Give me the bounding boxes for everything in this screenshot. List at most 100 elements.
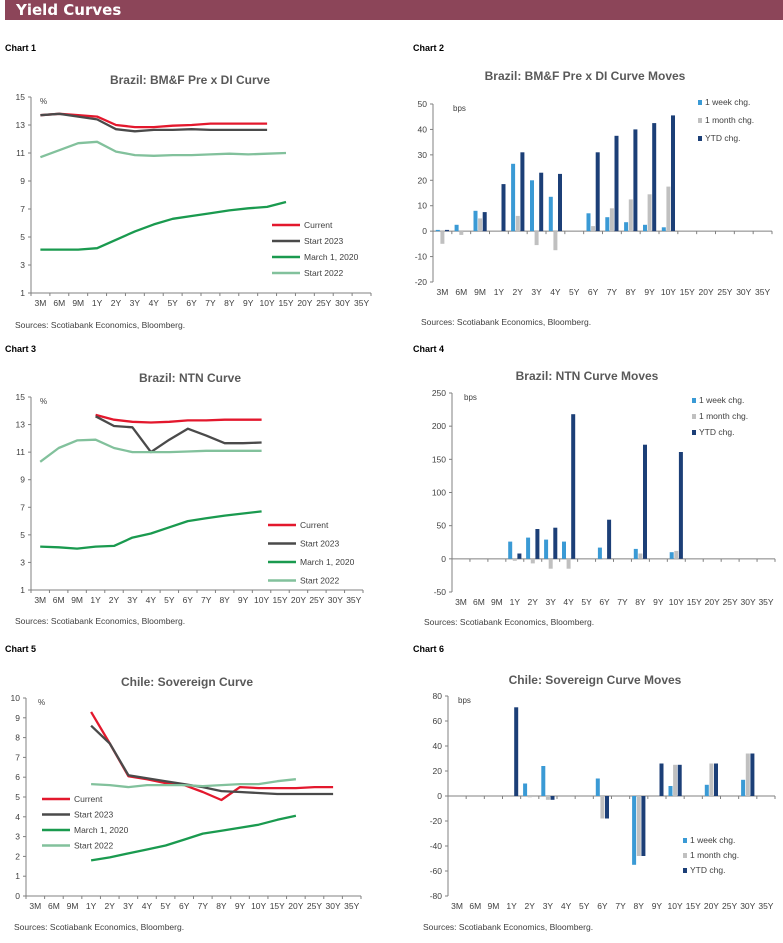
bar-1: [600, 796, 605, 819]
x-tick-label: 8Y: [635, 597, 646, 607]
x-tick-label: 6M: [455, 287, 467, 297]
bar-1: [548, 558, 553, 569]
chart-1: Chart 1 Brazil: BM&F Pre x DI Curve% Sourc…: [5, 43, 372, 330]
legend-swatch: [692, 430, 696, 435]
bar-1: [515, 215, 520, 232]
bar-1: [638, 553, 643, 559]
bar-1: [534, 231, 539, 246]
x-tick-label: 3Y: [545, 597, 556, 607]
x-tick-label: 35Y: [346, 595, 361, 605]
x-tick-label: 9Y: [243, 298, 254, 308]
bar-0: [605, 217, 610, 232]
y-tick-label: -80: [430, 891, 443, 901]
y-tick-label: -50: [434, 587, 447, 597]
chart-label: Chart 4: [413, 344, 444, 354]
x-tick-label: 3M: [29, 901, 41, 911]
chart-label: Chart 6: [413, 644, 444, 654]
y-tick-label: 5: [15, 792, 20, 802]
chart-6: Chart 6 Chile: Sovereign Curve Moves bps So…: [413, 644, 776, 932]
bar-0: [633, 548, 638, 559]
x-tick-label: 4Y: [561, 901, 572, 911]
bar-1: [591, 226, 596, 232]
x-tick-label: 35Y: [354, 298, 369, 308]
x-tick-label: 35Y: [755, 287, 770, 297]
x-tick-label: 9M: [67, 901, 79, 911]
x-tick-label: 2Y: [105, 901, 116, 911]
bar-1: [478, 218, 483, 232]
sources-note: Sources: Scotiabank Economics, Bloomberg…: [15, 616, 185, 626]
bar-1: [636, 796, 641, 856]
series-line-2: [40, 510, 262, 550]
bar-2: [571, 414, 576, 559]
x-tick-label: 2Y: [111, 298, 122, 308]
x-tick-label: 2Y: [525, 901, 536, 911]
legend-swatch: [683, 838, 687, 843]
legend-label: YTD chg.: [699, 427, 734, 437]
x-tick-label: 9Y: [238, 595, 249, 605]
legend-swatch: [683, 868, 687, 873]
series-line-3: [39, 438, 262, 463]
bar-0: [511, 163, 516, 232]
y-tick-label: 2: [15, 851, 20, 861]
bar-2: [445, 229, 449, 232]
bar-1: [674, 550, 679, 559]
unit-label: bps: [458, 696, 471, 705]
y-tick-label: 0: [422, 226, 427, 236]
series-line-2: [40, 200, 287, 251]
y-tick-label: 9: [20, 475, 25, 485]
x-tick-label: 2Y: [109, 595, 120, 605]
x-tick-label: 4Y: [149, 298, 160, 308]
x-tick-label: 3M: [35, 298, 47, 308]
x-tick-label: 20Y: [705, 597, 720, 607]
bar-2: [677, 764, 682, 797]
x-tick-label: 5Y: [581, 597, 592, 607]
x-tick-label: 3M: [455, 597, 467, 607]
x-tick-label: 6M: [473, 597, 485, 607]
bar-1: [566, 558, 571, 569]
x-tick-label: 5Y: [569, 287, 580, 297]
x-tick-label: 20Y: [699, 287, 714, 297]
x-tick-label: 15Y: [687, 597, 702, 607]
bar-0: [530, 180, 534, 232]
sources-note: Sources: Scotiabank Economics, Bloomberg…: [423, 922, 593, 932]
legend-label: 1 week chg.: [705, 97, 750, 107]
x-tick-label: 1Y: [510, 597, 521, 607]
x-tick-label: 6Y: [597, 901, 608, 911]
y-tick-label: 30: [418, 150, 428, 160]
bar-2: [605, 796, 609, 819]
x-tick-label: 25Y: [316, 298, 331, 308]
bar-0: [435, 229, 440, 232]
y-tick-label: 4: [15, 812, 20, 822]
bar-2: [514, 707, 519, 797]
x-tick-label: 15Y: [270, 901, 285, 911]
y-tick-label: 5: [20, 232, 25, 242]
x-tick-label: 9Y: [653, 597, 664, 607]
y-tick-label: 3: [20, 557, 25, 567]
bar-2: [750, 753, 755, 796]
bar-0: [562, 541, 566, 559]
bar-1: [530, 558, 535, 564]
unit-label: bps: [464, 393, 477, 402]
x-tick-label: 1Y: [494, 287, 505, 297]
bar-0: [541, 766, 546, 796]
x-tick-label: 25Y: [722, 901, 737, 911]
x-tick-label: 6M: [53, 298, 65, 308]
bar-1: [745, 753, 750, 796]
bar-1: [647, 194, 652, 232]
x-tick-label: 35Y: [758, 597, 773, 607]
x-tick-label: 25Y: [717, 287, 732, 297]
bar-2: [553, 527, 558, 559]
chart-label: Chart 2: [413, 43, 444, 53]
bar-0: [669, 552, 674, 559]
bar-0: [508, 541, 513, 559]
x-tick-label: 6M: [53, 595, 65, 605]
bar-2: [595, 152, 600, 232]
bar-0: [454, 224, 459, 232]
bar-0: [473, 210, 478, 232]
bar-1: [602, 558, 607, 560]
bar-2: [535, 529, 540, 559]
y-tick-label: -60: [430, 866, 443, 876]
x-tick-label: 10Y: [260, 298, 275, 308]
sources-note: Sources: Scotiabank Economics, Bloomberg…: [421, 317, 591, 327]
x-tick-label: 15Y: [272, 595, 287, 605]
